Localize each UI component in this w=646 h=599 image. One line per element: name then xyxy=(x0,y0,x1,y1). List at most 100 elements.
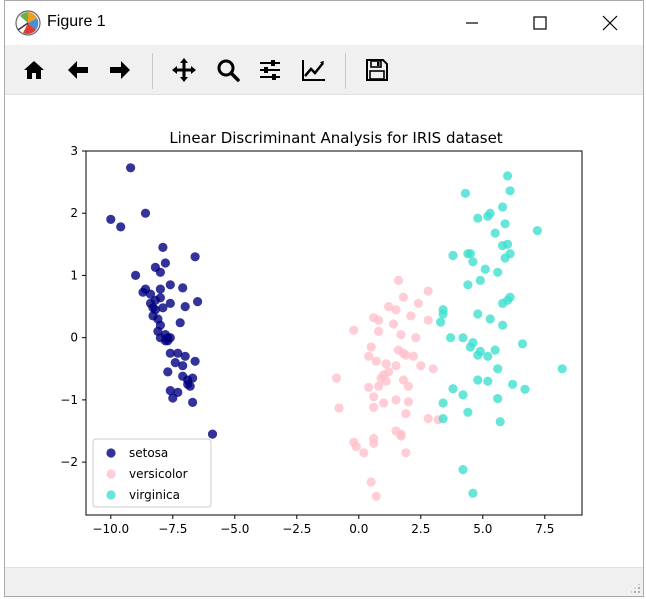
setosa-point xyxy=(140,208,151,218)
versicolor-point xyxy=(396,431,406,441)
virginica-point xyxy=(520,384,530,394)
versicolor-point xyxy=(371,356,381,366)
legend-label-versicolor: versicolor xyxy=(129,467,188,481)
virginica-point xyxy=(557,364,567,374)
virginica-point xyxy=(495,417,505,427)
setosa-point xyxy=(138,287,148,297)
setosa-point xyxy=(165,348,175,358)
versicolor-point xyxy=(364,382,374,392)
virginica-point xyxy=(483,351,493,361)
close-button[interactable] xyxy=(587,1,633,45)
figure-canvas[interactable]: Linear Discriminant Analysis for IRIS da… xyxy=(5,95,643,567)
legend-label-virginica: virginica xyxy=(129,488,180,502)
versicolor-point xyxy=(428,364,438,374)
line-chart-icon xyxy=(302,60,325,81)
maximize-button[interactable] xyxy=(517,1,563,45)
versicolor-point xyxy=(423,286,433,296)
versicolor-point xyxy=(388,319,399,329)
toolbar-separator xyxy=(152,53,153,89)
setosa-point xyxy=(155,333,165,343)
setosa-point xyxy=(158,242,168,252)
versicolor-point xyxy=(391,395,401,405)
versicolor-point xyxy=(369,438,379,448)
setosa-point xyxy=(126,163,136,173)
arrow-right-icon xyxy=(110,61,130,79)
points-layer xyxy=(106,163,567,501)
save-button[interactable] xyxy=(360,53,394,87)
virginica-point xyxy=(458,333,468,343)
toolbar-separator xyxy=(345,53,346,89)
y-tick-label: −2 xyxy=(60,455,78,469)
versicolor-point xyxy=(359,448,369,458)
minimize-button[interactable] xyxy=(449,1,495,45)
virginica-point xyxy=(483,211,493,221)
back-button[interactable] xyxy=(61,53,95,87)
setosa-point xyxy=(180,351,190,361)
x-tick-label: −5.0 xyxy=(220,522,249,536)
setosa-point xyxy=(165,298,175,308)
setosa-point xyxy=(165,280,175,290)
setosa-point xyxy=(155,284,165,294)
setosa-point xyxy=(106,214,116,224)
home-button[interactable] xyxy=(17,53,51,87)
versicolor-point xyxy=(401,409,411,419)
edit-axes-button[interactable] xyxy=(297,53,331,87)
navigation-toolbar xyxy=(5,45,643,95)
versicolor-point xyxy=(371,491,381,501)
x-tick-label: −10.0 xyxy=(92,522,129,536)
y-tick-label: 2 xyxy=(70,206,78,220)
setosa-point xyxy=(180,302,190,312)
virginica-point xyxy=(505,186,515,196)
virginica-point xyxy=(500,219,510,229)
resize-grip-icon[interactable] xyxy=(631,584,641,594)
title-bar[interactable]: Figure 1 xyxy=(5,1,643,45)
setosa-point xyxy=(185,381,195,391)
virginica-point xyxy=(463,280,473,290)
setosa-point xyxy=(158,303,168,313)
configure-subplots-button[interactable] xyxy=(253,53,287,87)
zoom-button[interactable] xyxy=(211,53,245,87)
matplotlib-icon xyxy=(15,10,41,36)
virginica-point xyxy=(438,398,448,408)
versicolor-point xyxy=(374,315,384,325)
move-icon xyxy=(172,58,196,82)
virginica-point xyxy=(508,379,518,389)
y-tick-label: 1 xyxy=(70,268,78,282)
setosa-point xyxy=(150,295,160,305)
virginica-point xyxy=(532,226,543,236)
versicolor-point xyxy=(406,311,416,321)
x-tick-label: 5.0 xyxy=(473,522,492,536)
setosa-point xyxy=(188,397,198,407)
virginica-point xyxy=(473,375,483,385)
maximize-icon xyxy=(533,16,547,30)
virginica-point xyxy=(468,257,478,267)
virginica-point xyxy=(446,333,456,343)
versicolor-point xyxy=(364,351,374,361)
setosa-point xyxy=(190,252,200,262)
versicolor-point xyxy=(334,403,344,413)
versicolor-point xyxy=(396,330,406,340)
virginica-point xyxy=(485,314,495,324)
minimize-icon xyxy=(466,22,478,24)
y-tick-label: −1 xyxy=(60,393,78,407)
virginica-point xyxy=(448,250,458,261)
versicolor-point xyxy=(391,361,401,371)
virginica-point xyxy=(448,384,458,394)
x-tick-label: −2.5 xyxy=(282,522,311,536)
axes-frame xyxy=(85,150,583,516)
versicolor-point xyxy=(401,350,411,360)
forward-button[interactable] xyxy=(103,53,137,87)
versicolor-point xyxy=(423,315,433,325)
setosa-point xyxy=(165,386,175,396)
virginica-point xyxy=(503,239,513,249)
virginica-point xyxy=(438,309,448,319)
setosa-point xyxy=(131,270,141,280)
versicolor-point xyxy=(349,325,359,335)
y-tick-label: 3 xyxy=(70,144,78,158)
setosa-point xyxy=(173,348,183,358)
versicolor-point xyxy=(398,292,408,302)
pan-button[interactable] xyxy=(167,53,201,87)
versicolor-point xyxy=(398,375,408,385)
virginica-point xyxy=(473,309,483,319)
x-tick-label: 2.5 xyxy=(411,522,430,536)
